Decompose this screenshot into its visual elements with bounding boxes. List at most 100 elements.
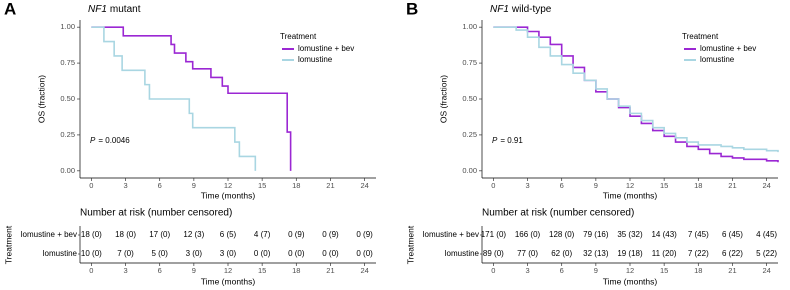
risk-cell: 166 (0) xyxy=(515,230,541,239)
risk-x-tick-label: 15 xyxy=(258,266,266,275)
risk-cell: 5 (22) xyxy=(756,249,777,258)
risk-x-tick-label: 6 xyxy=(158,266,162,275)
risk-x-tick-label: 6 xyxy=(560,266,564,275)
risk-cell: 7 (22) xyxy=(688,249,709,258)
risk-x-tick-label: 0 xyxy=(89,266,93,275)
risk-cell: 6 (22) xyxy=(722,249,743,258)
p-number: = 0.91 xyxy=(500,136,523,145)
y-tick-label: 0.50 xyxy=(60,94,75,103)
risk-cell: 18 (0) xyxy=(81,230,102,239)
risk-x-tick-label: 9 xyxy=(192,266,196,275)
risk-x-tick-label: 3 xyxy=(123,266,127,275)
x-tick-label: 21 xyxy=(728,181,736,190)
x-tick-label: 24 xyxy=(762,181,770,190)
risk-x-tick-label: 0 xyxy=(491,266,495,275)
risk-cell: 79 (16) xyxy=(583,230,609,239)
survival-curve xyxy=(91,26,257,171)
risk-cell: 0 (9) xyxy=(356,230,373,239)
y-tick-label: 0.75 xyxy=(60,58,75,67)
x-tick-label: 6 xyxy=(158,181,162,190)
risk-cell: 17 (0) xyxy=(149,230,170,239)
p-value: P = 0.91 xyxy=(492,136,523,145)
risk-cell: 171 (0) xyxy=(481,230,507,239)
risk-cell: 3 (0) xyxy=(220,249,237,258)
x-tick-label: 6 xyxy=(560,181,564,190)
x-tick-label: 15 xyxy=(660,181,668,190)
x-tick-label: 3 xyxy=(123,181,127,190)
risk-cell: 6 (45) xyxy=(722,230,743,239)
x-tick-label: 0 xyxy=(491,181,495,190)
risk-cell: 4 (45) xyxy=(756,230,777,239)
legend-label: lomustine + bev xyxy=(298,44,354,53)
risk-cell: 18 (0) xyxy=(115,230,136,239)
x-axis-label: Time (months) xyxy=(603,190,658,200)
risk-cell: 0 (0) xyxy=(254,249,271,258)
risk-x-tick-label: 18 xyxy=(292,266,300,275)
risk-cell: 6 (5) xyxy=(220,230,237,239)
y-axis-label: OS (fraction) xyxy=(36,75,46,123)
risk-cell: 7 (0) xyxy=(117,249,134,258)
y-tick-label: 0.00 xyxy=(60,166,75,175)
x-axis-label: Time (months) xyxy=(201,190,256,200)
x-tick-label: 18 xyxy=(292,181,300,190)
x-tick-label: 9 xyxy=(192,181,196,190)
risk-cell: 32 (13) xyxy=(583,249,609,258)
legend-title: Treatment xyxy=(682,32,719,41)
x-tick-label: 15 xyxy=(258,181,266,190)
title-text: mutant xyxy=(110,4,141,15)
legend-title: Treatment xyxy=(280,32,317,41)
x-tick-label: 9 xyxy=(594,181,598,190)
x-tick-label: 12 xyxy=(626,181,634,190)
risk-x-tick-label: 24 xyxy=(762,266,770,275)
risk-cell: 4 (7) xyxy=(254,230,271,239)
risk-cell: 89 (0) xyxy=(483,249,504,258)
title-text: wild-type xyxy=(511,4,552,15)
risk-cell: 77 (0) xyxy=(517,249,538,258)
risk-x-tick-label: 12 xyxy=(626,266,634,275)
risk-y-label: Treatment xyxy=(3,225,13,264)
risk-cell: 12 (3) xyxy=(183,230,204,239)
risk-x-label: Time (months) xyxy=(603,276,658,286)
risk-x-tick-label: 3 xyxy=(525,266,529,275)
y-tick-label: 0.25 xyxy=(462,130,477,139)
p-symbol: P xyxy=(492,136,498,145)
panel-label: A xyxy=(4,0,16,18)
x-tick-label: 18 xyxy=(694,181,702,190)
risk-cell: 0 (0) xyxy=(288,249,305,258)
risk-cell: 14 (43) xyxy=(651,230,677,239)
chart-title: NF1 mutant xyxy=(88,4,141,15)
risk-cell: 5 (0) xyxy=(151,249,168,258)
y-tick-label: 0.00 xyxy=(462,166,477,175)
risk-row-label: lomustine xyxy=(43,249,78,258)
risk-y-label: Treatment xyxy=(405,225,415,264)
y-tick-label: 1.00 xyxy=(60,22,75,31)
risk-cell: 0 (9) xyxy=(322,230,339,239)
risk-x-tick-label: 24 xyxy=(360,266,368,275)
risk-x-label: Time (months) xyxy=(201,276,256,286)
risk-cell: 0 (0) xyxy=(356,249,373,258)
x-tick-label: 12 xyxy=(224,181,232,190)
x-tick-label: 24 xyxy=(360,181,368,190)
risk-row-label: lomustine + bev xyxy=(423,230,479,239)
risk-cell: 3 (0) xyxy=(186,249,203,258)
legend-label: lomustine + bev xyxy=(700,44,756,53)
risk-table-title: Number at risk (number censored) xyxy=(482,208,634,219)
risk-cell: 0 (0) xyxy=(322,249,339,258)
risk-x-tick-label: 21 xyxy=(326,266,334,275)
risk-cell: 35 (32) xyxy=(617,230,643,239)
chart-title: NF1 wild-type xyxy=(490,4,552,15)
p-value: P = 0.0046 xyxy=(90,136,130,145)
risk-row-label: lomustine + bev xyxy=(21,230,77,239)
risk-cell: 19 (18) xyxy=(617,249,643,258)
risk-x-tick-label: 18 xyxy=(694,266,702,275)
risk-x-tick-label: 15 xyxy=(660,266,668,275)
risk-cell: 10 (0) xyxy=(81,249,102,258)
risk-cell: 128 (0) xyxy=(549,230,575,239)
y-axis-label: OS (fraction) xyxy=(438,75,448,123)
title-gene: NF1 xyxy=(88,4,107,15)
survival-curve xyxy=(493,26,779,153)
risk-cell: 0 (9) xyxy=(288,230,305,239)
risk-x-tick-label: 9 xyxy=(594,266,598,275)
p-symbol: P xyxy=(90,136,96,145)
